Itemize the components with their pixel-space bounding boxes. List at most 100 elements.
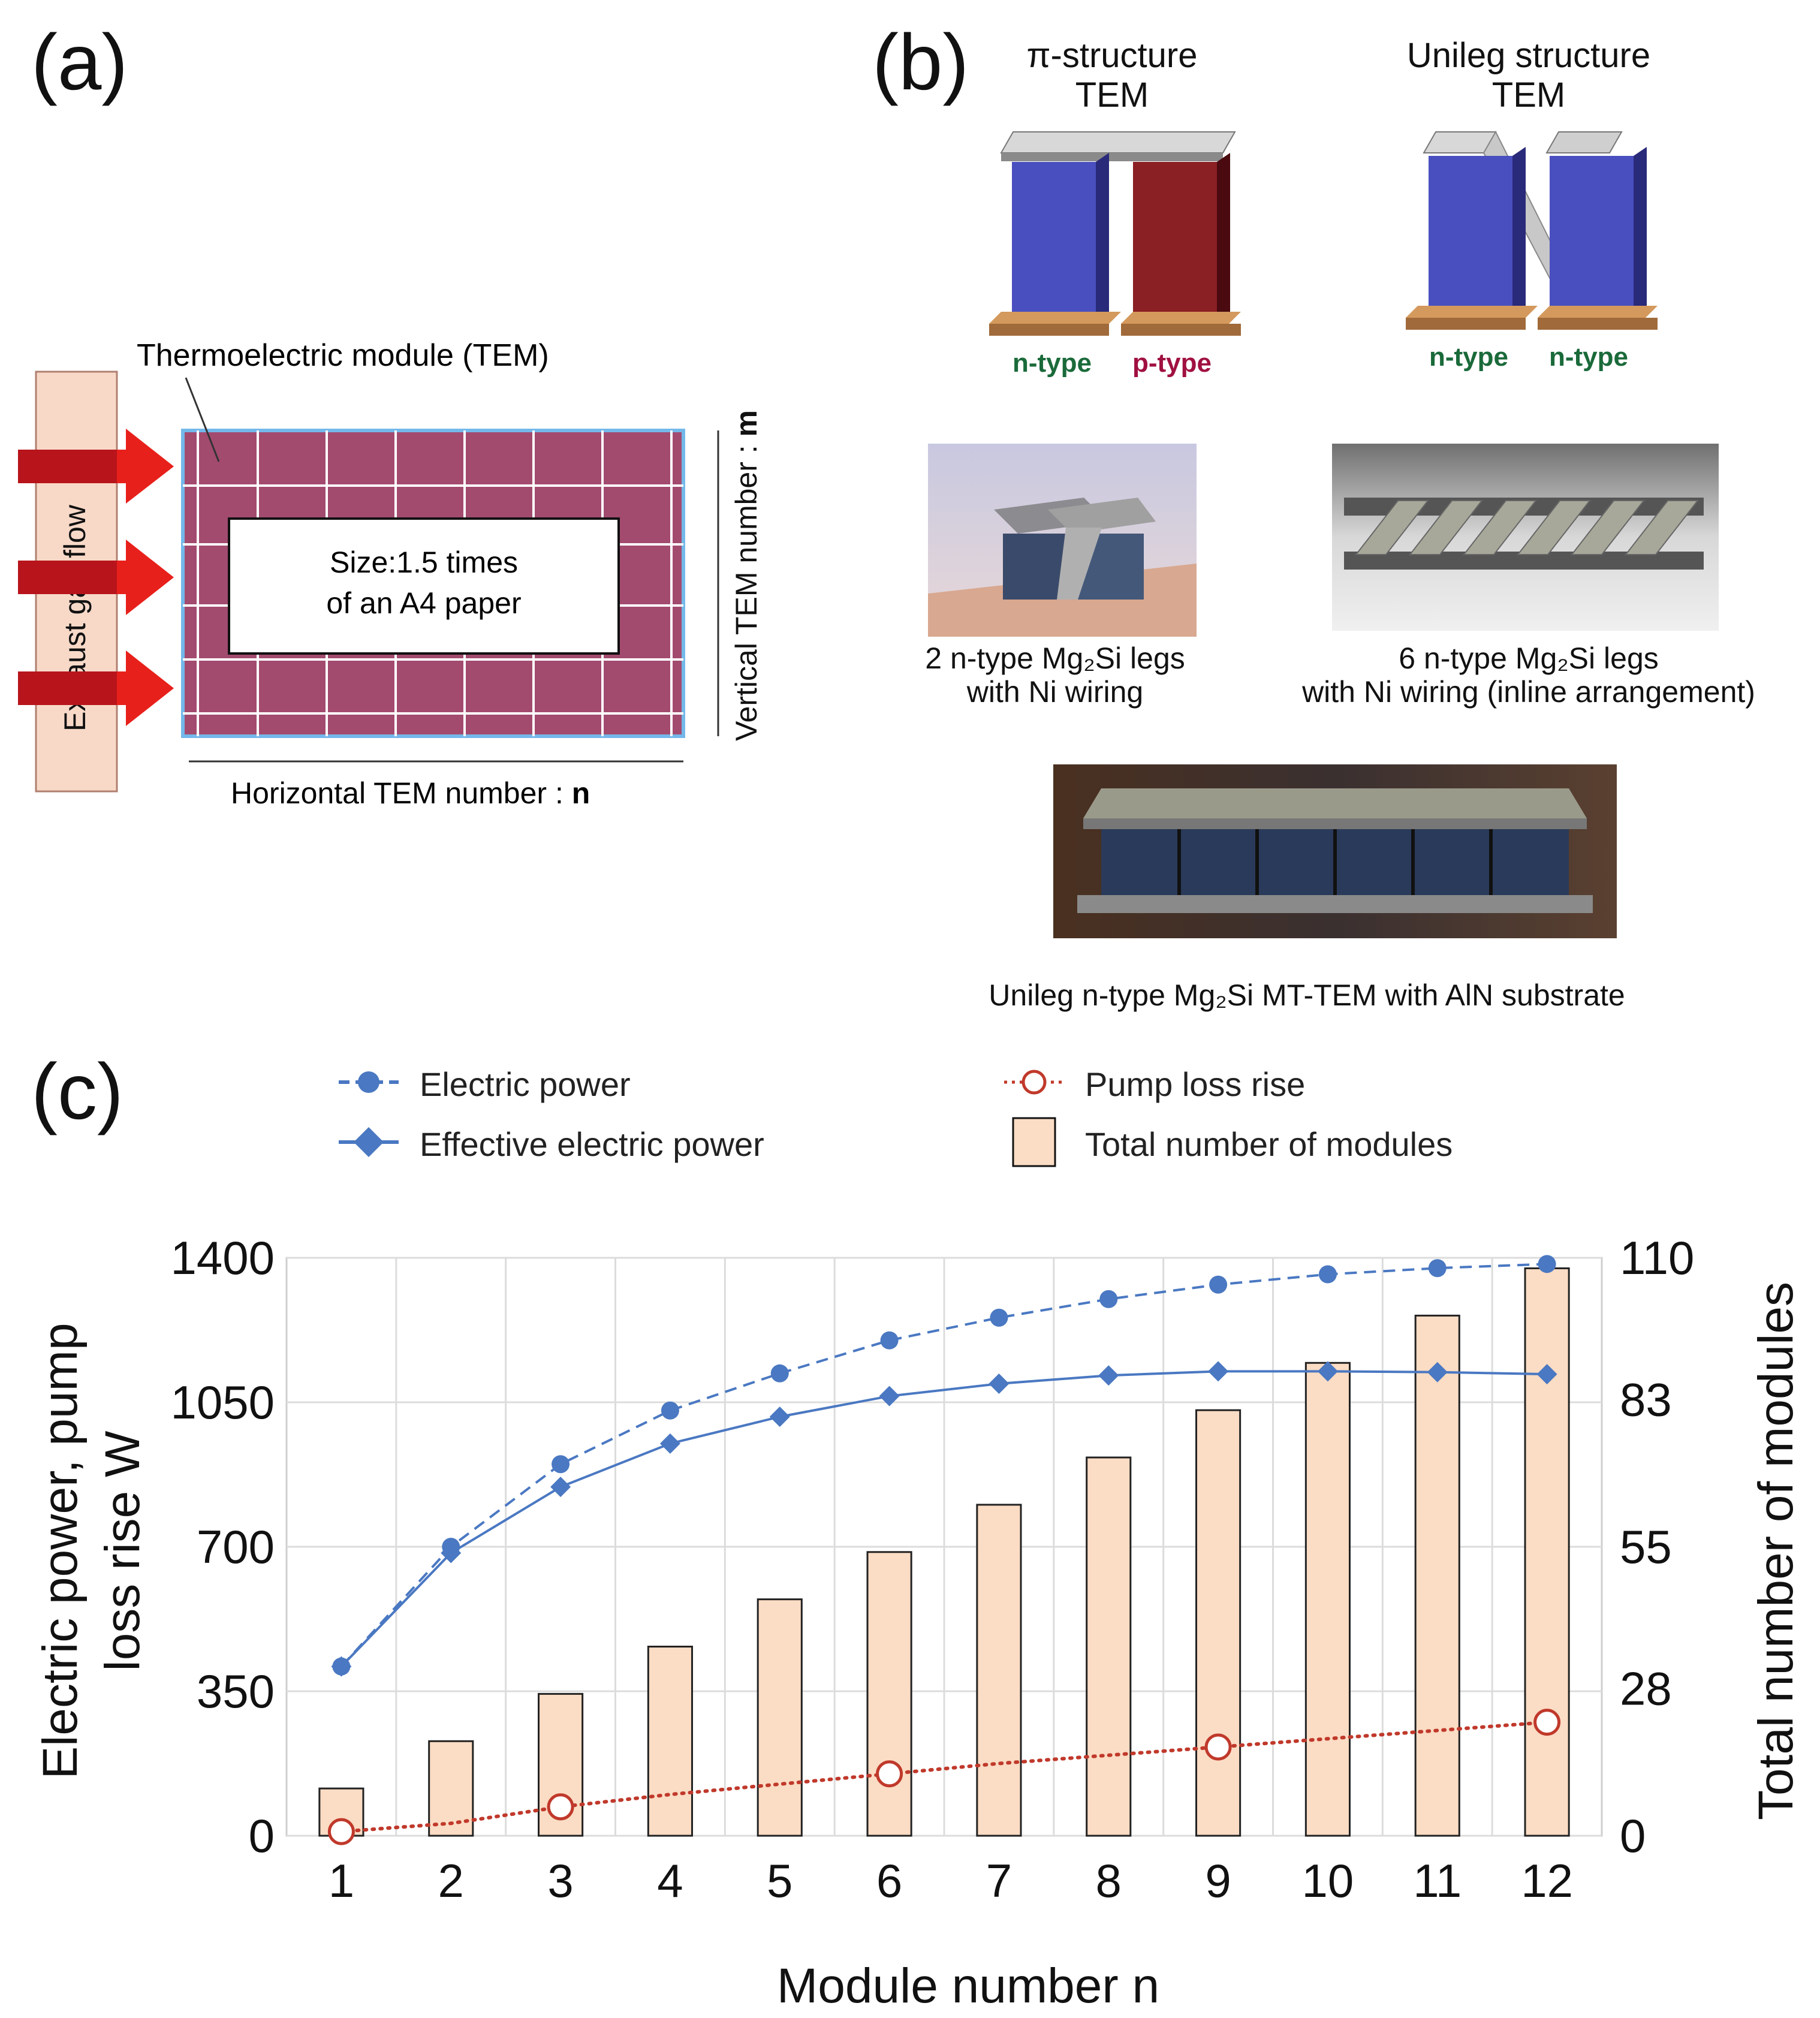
size-text-line1: Size:1.5 times: [330, 546, 518, 579]
pi-title-line1: π-structure: [1026, 36, 1198, 75]
bar-total-modules: [1524, 1267, 1570, 1837]
y-tick-label: 350: [197, 1665, 275, 1718]
point-electric-power: [1099, 1290, 1118, 1308]
point-pump-loss: [1533, 1709, 1561, 1736]
svg-text:Electric power: Electric power: [420, 1065, 631, 1103]
arrow-icon: [18, 650, 174, 726]
point-electric-power: [1209, 1275, 1228, 1294]
unileg-n-type-label-left: n-type: [1429, 342, 1508, 372]
bar-total-modules: [1195, 1409, 1242, 1837]
point-electric-power: [990, 1308, 1008, 1327]
x-tick-label: 3: [547, 1854, 573, 1907]
point-effective-power: [331, 1656, 352, 1677]
point-effective-power: [1536, 1364, 1557, 1385]
pi-p-type-label: p-type: [1132, 348, 1212, 378]
legend-electric-power: Electric power: [339, 1065, 631, 1103]
svg-text:Total number of modules: Total number of modules: [1085, 1125, 1453, 1163]
pi-title-line2: TEM: [1075, 76, 1149, 115]
point-effective-power: [550, 1477, 571, 1498]
y2-axis-title: Total number of modules: [1749, 1282, 1803, 1820]
photo-6-legs: [1332, 444, 1719, 631]
line-pump-loss-rise: [339, 1720, 1549, 1834]
x-tick-label: 10: [1302, 1854, 1354, 1907]
pi-n-type-label: n-type: [1013, 348, 1092, 378]
panel-a-diagram: Exhaust gas flow S: [18, 338, 719, 810]
x-tick-label: 11: [1413, 1854, 1462, 1907]
unileg-n-type-label-right: n-type: [1549, 342, 1628, 372]
point-effective-power: [1208, 1361, 1229, 1382]
tem-pointer: [185, 377, 220, 462]
panel-c-chart: Electric power Effective electric power …: [33, 1065, 1803, 2013]
y-tick-label: 1400: [170, 1231, 275, 1284]
x-tick-label: 2: [438, 1854, 464, 1907]
chart-legend: Electric power Effective electric power …: [339, 1065, 1453, 1167]
x-tick-label: 8: [1096, 1854, 1122, 1907]
point-effective-power: [441, 1543, 462, 1564]
point-pump-loss: [1204, 1733, 1232, 1761]
panel-b-label: (b): [872, 18, 969, 106]
point-electric-power: [552, 1455, 570, 1474]
panel-c-label: (c): [31, 1047, 123, 1135]
arrow-icon: [18, 429, 174, 504]
bar-total-modules: [647, 1646, 693, 1837]
bar-total-modules: [1304, 1362, 1351, 1837]
point-electric-power: [1538, 1255, 1556, 1273]
tem-grid: [181, 429, 685, 738]
pi-title: π-structure TEM: [971, 36, 1253, 115]
line-electric-power: [340, 1263, 1547, 1668]
bar-total-modules: [976, 1504, 1022, 1837]
photo2-caption: 6 n-type Mg₂Si legs with Ni wiring (inli…: [1302, 641, 1755, 709]
panel-a-label: (a): [31, 18, 128, 106]
point-effective-power: [1098, 1365, 1119, 1386]
x-tick-label: 12: [1521, 1854, 1573, 1907]
x-tick-label: 6: [876, 1854, 902, 1907]
horizontal-label: Horizontal TEM number : n: [231, 776, 590, 810]
photo3-caption: Unileg n-type Mg₂Si MT-TEM with AlN subs…: [989, 978, 1625, 1012]
bar-total-modules: [757, 1598, 803, 1837]
x-tick-label: 9: [1205, 1854, 1231, 1907]
photo-mt-tem: [1053, 764, 1617, 938]
legend-effective-power: Effective electric power: [339, 1125, 764, 1163]
y2-tick-label: 83: [1620, 1374, 1672, 1426]
point-effective-power: [1317, 1361, 1338, 1382]
x-tick-label: 4: [657, 1854, 683, 1907]
unileg-title-line2: TEM: [1491, 76, 1566, 115]
tem-label: Thermoelectric module (TEM): [137, 338, 549, 373]
unileg-title: Unileg structure TEM: [1373, 36, 1685, 115]
vertical-label: Vertical TEM number : m: [730, 409, 763, 742]
arrow-icon: [18, 540, 174, 615]
legend-pump-loss: Pump loss rise: [1004, 1065, 1305, 1103]
photo-2-legs: [928, 444, 1197, 637]
svg-text:Effective electric power: Effective electric power: [420, 1125, 764, 1163]
point-effective-power: [1427, 1362, 1448, 1383]
bar-total-modules: [1086, 1456, 1132, 1837]
photo1-caption: 2 n-type Mg₂Si legs with Ni wiring: [925, 641, 1185, 709]
pi-structure-diagram: n-type p-type: [989, 131, 1241, 378]
line-effective-electric-power: [340, 1370, 1547, 1668]
y2-tick-label: 28: [1620, 1662, 1672, 1715]
point-pump-loss: [876, 1760, 903, 1788]
y2-tick-label: 0: [1620, 1809, 1646, 1862]
legend-total-modules: Total number of modules: [1012, 1117, 1453, 1167]
y2-tick-label: 55: [1620, 1520, 1672, 1573]
point-electric-power: [1318, 1265, 1337, 1284]
x-tick-label: 5: [767, 1854, 793, 1907]
bar-total-modules: [866, 1551, 912, 1837]
point-electric-power: [880, 1331, 899, 1350]
point-pump-loss: [547, 1793, 574, 1821]
point-electric-power: [1428, 1259, 1447, 1278]
unileg-title-line1: Unileg structure: [1406, 36, 1651, 75]
point-pump-loss: [327, 1818, 355, 1845]
point-effective-power: [769, 1406, 790, 1427]
x-tick-label: 7: [986, 1854, 1012, 1907]
y2-tick-label: 110: [1620, 1231, 1694, 1284]
point-effective-power: [659, 1433, 680, 1454]
y-tick-label: 700: [197, 1520, 275, 1573]
svg-text:Pump loss rise: Pump loss rise: [1085, 1065, 1305, 1103]
x-tick-label: 1: [329, 1854, 354, 1907]
point-electric-power: [770, 1364, 789, 1383]
point-effective-power: [989, 1374, 1010, 1394]
size-text-line2: of an A4 paper: [326, 586, 521, 620]
y-axis-title-line1: Electric power, pump: [33, 1323, 88, 1779]
x-axis-title: Module number n: [777, 1959, 1159, 2013]
